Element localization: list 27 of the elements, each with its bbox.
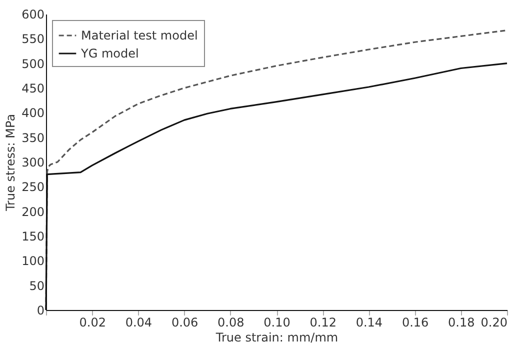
y-tick-label: 600 bbox=[22, 8, 44, 22]
y-tick-label: 200 bbox=[22, 204, 44, 219]
y-tick-label: 450 bbox=[22, 82, 44, 96]
x-tick-label: 0.02 bbox=[79, 316, 106, 330]
x-tick-label: 0.14 bbox=[356, 316, 383, 330]
x-axis-title: True strain: mm/mm bbox=[214, 330, 338, 344]
x-tick-label: 0.06 bbox=[171, 316, 198, 330]
y-tick-label: 100 bbox=[22, 254, 44, 268]
y-tick-label: 300 bbox=[22, 156, 44, 170]
x-tick-label: 0.04 bbox=[125, 316, 152, 330]
y-tick-label: 150 bbox=[22, 230, 44, 244]
y-tick-label: 350 bbox=[22, 130, 44, 145]
y-tick-label: 500 bbox=[22, 56, 44, 71]
x-tick-label: 0.18 bbox=[448, 316, 475, 330]
legend-label: Material test model bbox=[81, 28, 198, 42]
x-tick-label: 0.12 bbox=[310, 316, 336, 330]
y-axis-title: True stress: MPa bbox=[4, 114, 18, 212]
x-tick-label: 0.16 bbox=[402, 316, 429, 330]
y-tick-label: 400 bbox=[22, 106, 44, 120]
y-tick-label: 550 bbox=[22, 32, 44, 46]
x-tick-label: 0.10 bbox=[264, 316, 290, 330]
x-tick-label: 0.20 bbox=[480, 316, 508, 330]
legend-label: YG model bbox=[80, 46, 139, 60]
y-tick-label: 0 bbox=[36, 304, 44, 318]
x-tick-label: 0.08 bbox=[218, 316, 244, 330]
y-tick-label: 50 bbox=[29, 278, 44, 293]
y-tick-label: 250 bbox=[22, 180, 44, 194]
